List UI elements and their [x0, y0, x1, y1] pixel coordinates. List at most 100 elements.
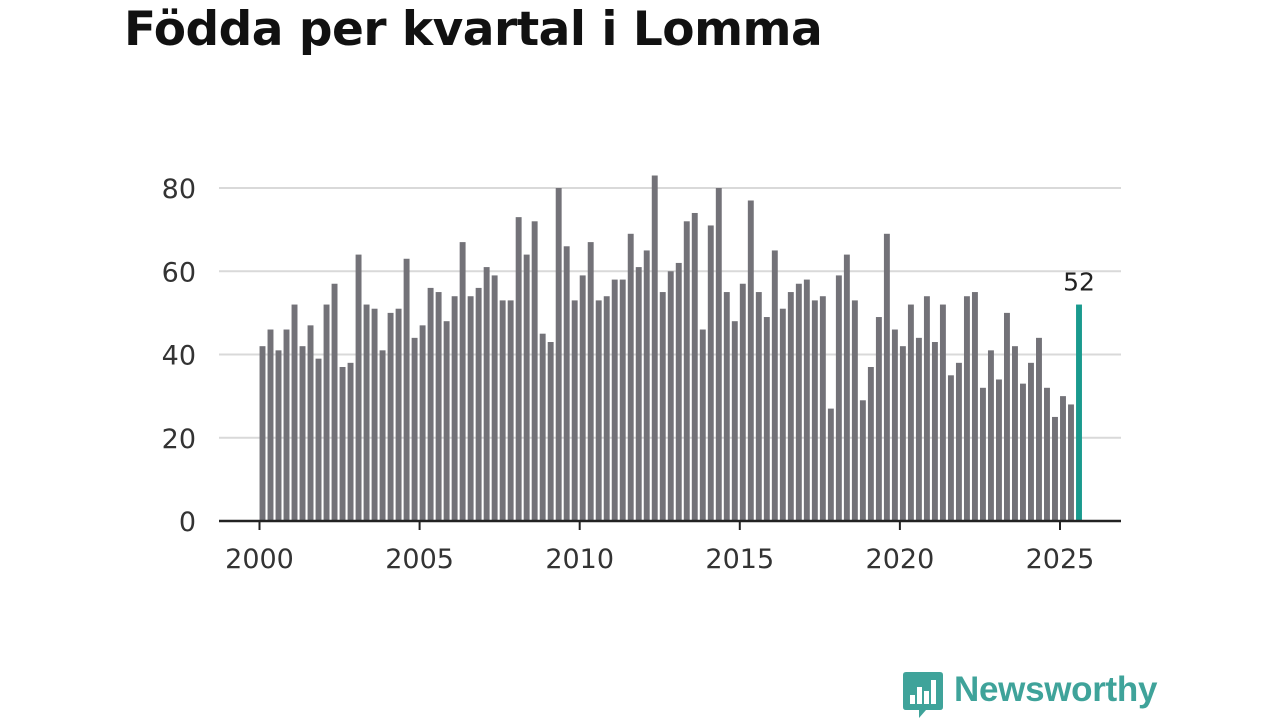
bar [995, 379, 1002, 521]
bar [267, 329, 274, 521]
x-tick-label: 2025 [1026, 544, 1095, 575]
bar [963, 296, 970, 521]
bar [419, 325, 426, 521]
bar [1044, 387, 1050, 521]
bar [979, 387, 986, 521]
y-tick-label: 80 [162, 174, 196, 205]
bar [683, 221, 690, 522]
bar [947, 375, 954, 521]
x-axis-ticks: 2000 2005 2010 2015 2020 2025 [225, 521, 1094, 575]
bar [731, 321, 738, 521]
bar [659, 292, 666, 521]
bar [771, 250, 778, 521]
highlight-data-label: 52 [1063, 268, 1095, 297]
bar [819, 296, 826, 521]
bar [843, 254, 850, 521]
bar [499, 300, 506, 521]
bar [547, 342, 554, 521]
bar [787, 292, 794, 521]
bar [1068, 404, 1074, 521]
bar [531, 221, 538, 522]
newsworthy-brand: Newsworthy [902, 670, 1157, 722]
bar [915, 337, 922, 521]
x-tick-label: 2020 [866, 544, 935, 575]
bar [715, 188, 722, 521]
bar [587, 242, 594, 522]
bar [619, 279, 626, 521]
bar [339, 366, 346, 521]
bar [939, 304, 946, 521]
bar [467, 296, 474, 521]
bar [923, 296, 930, 521]
y-tick-label: 0 [179, 507, 196, 538]
bar [1060, 396, 1066, 521]
bar-chart: 0 20 40 60 80 2000 2005 2010 2015 2020 2025 52 [162, 174, 1121, 575]
bar [595, 300, 602, 521]
bars [259, 175, 1082, 522]
bar [331, 283, 338, 521]
bar [795, 283, 802, 521]
bar [427, 287, 434, 521]
bar [851, 300, 858, 521]
bar [643, 250, 650, 521]
bar [891, 329, 898, 521]
y-tick-label: 40 [162, 341, 196, 372]
bar [459, 242, 466, 522]
bar [739, 283, 746, 521]
bar [291, 304, 298, 521]
bar [899, 346, 906, 521]
bar [883, 233, 890, 522]
bar [875, 317, 882, 521]
bar [627, 233, 634, 522]
bar [835, 275, 842, 521]
bar [475, 287, 482, 521]
bar [403, 258, 410, 521]
bar [523, 254, 530, 521]
bar [707, 225, 714, 521]
bar [635, 267, 642, 521]
bar [387, 312, 394, 521]
bar [411, 337, 418, 521]
bar [539, 333, 546, 521]
bar [987, 350, 994, 521]
bar [283, 329, 290, 521]
bar [755, 292, 762, 521]
bar [275, 350, 282, 521]
bar [907, 304, 914, 521]
bar [483, 267, 490, 521]
y-tick-label: 60 [162, 257, 196, 288]
bar [603, 296, 610, 521]
bar [747, 200, 754, 522]
bar [371, 308, 378, 521]
bar [355, 254, 362, 521]
bar [515, 217, 522, 521]
x-tick-label: 2005 [385, 544, 454, 575]
bar [555, 188, 562, 521]
bar [315, 358, 322, 521]
bar [491, 275, 498, 521]
x-tick-label: 2015 [705, 544, 774, 575]
x-tick-label: 2000 [225, 544, 294, 575]
bar [259, 346, 266, 521]
bar [651, 175, 658, 521]
bar [867, 366, 874, 521]
bar [579, 275, 586, 521]
bar [1012, 346, 1018, 521]
y-axis-ticks: 0 20 40 60 80 [162, 174, 196, 538]
bar [435, 292, 442, 521]
bar [675, 262, 682, 521]
bar [507, 300, 514, 521]
bar [955, 362, 962, 521]
bar [779, 308, 786, 521]
y-tick-label: 20 [162, 424, 196, 455]
bar [827, 408, 834, 521]
bar [611, 279, 618, 521]
bar [691, 212, 698, 522]
brand-name: Newsworthy [954, 670, 1158, 709]
bar [803, 279, 810, 521]
bar [563, 246, 570, 521]
bar [931, 342, 938, 521]
bar [859, 400, 866, 521]
data-labels: 52 [1063, 268, 1095, 297]
bar [1052, 416, 1058, 521]
